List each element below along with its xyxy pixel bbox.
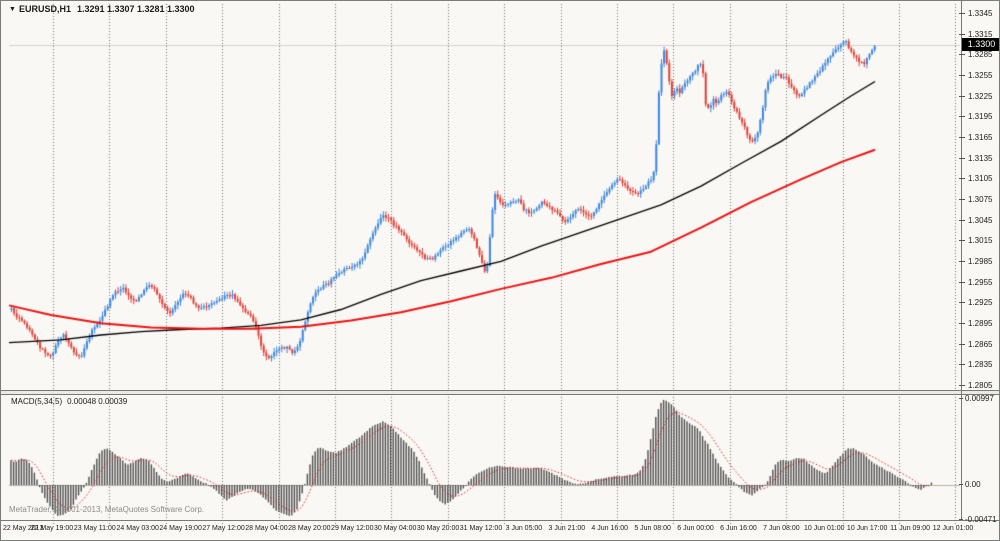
time-axis-label: 7 Jun 08:00 bbox=[763, 525, 800, 532]
macd-axis-label: -0.00471 bbox=[959, 515, 997, 524]
price-axis-label: 1.3195 bbox=[958, 112, 993, 122]
price-axis-label: 1.3075 bbox=[958, 195, 993, 204]
price-axis-separator bbox=[961, 1, 962, 520]
macd-values: 0.00048 0.00039 bbox=[67, 397, 128, 406]
price-axis-label: 1.2835 bbox=[958, 360, 993, 370]
time-axis-label: 28 May 04:00 bbox=[245, 525, 288, 532]
time-axis-label: 3 Jun 21:00 bbox=[548, 525, 586, 532]
price-axis-label: 1.2865 bbox=[958, 339, 993, 349]
time-axis-label: 10 Jun 01:00 bbox=[804, 525, 845, 532]
price-axis-label: 1.3165 bbox=[958, 133, 993, 142]
time-axis-label: 12 Jun 01:00 bbox=[932, 525, 974, 532]
chart-title: ▼ EURUSD,H1 1.3291 1.3307 1.3281 1.3300 bbox=[9, 4, 195, 14]
price-axis-label: 1.2925 bbox=[958, 298, 993, 308]
price-axis-label: 1.3345 bbox=[958, 9, 993, 18]
price-axis-label: 1.2955 bbox=[958, 277, 993, 287]
time-axis-label: 24 May 03:00 bbox=[116, 525, 159, 532]
price-axis-label: 1.2985 bbox=[958, 257, 993, 266]
price-axis-label: 1.3225 bbox=[958, 91, 993, 101]
time-axis-label: 6 Jun 00:00 bbox=[677, 525, 714, 532]
time-axis-label: 22 May 19:00 bbox=[30, 525, 74, 532]
panel-separator[interactable] bbox=[1, 390, 999, 395]
time-axis-label: 27 May 12:00 bbox=[202, 525, 245, 532]
symbol-triangle-icon: ▼ bbox=[9, 6, 16, 13]
time-axis-label: 5 Jun 08:00 bbox=[634, 525, 671, 532]
macd-axis-label: 0.00997 bbox=[959, 394, 994, 403]
macd-name: MACD(5,34,5) bbox=[11, 397, 63, 406]
price-axis-label: 1.3105 bbox=[958, 174, 993, 184]
copyright-text: MetaTrader, © 2001-2013, MetaQuotes Soft… bbox=[9, 505, 205, 514]
price-axis-label: 1.3015 bbox=[958, 236, 993, 246]
time-axis-label: 10 Jun 17:00 bbox=[846, 525, 888, 532]
time-axis-label: 23 May 11:00 bbox=[73, 525, 116, 532]
time-axis-label: 30 May 04:00 bbox=[373, 525, 417, 532]
time-axis-label: 24 May 19:00 bbox=[159, 525, 202, 532]
time-axis-label: 6 Jun 16:00 bbox=[720, 525, 757, 532]
time-axis-label: 22 May 2013 bbox=[3, 525, 44, 532]
chart-ohlc-values: 1.3291 1.3307 1.3281 1.3300 bbox=[76, 4, 195, 14]
time-axis-label: 31 May 12:00 bbox=[459, 525, 503, 532]
time-axis-label: 11 Jun 09:00 bbox=[890, 525, 931, 532]
price-axis-label: 1.3285 bbox=[958, 50, 993, 60]
current-price-box: 1.3300 bbox=[962, 38, 999, 51]
time-axis-label: 28 May 20:00 bbox=[288, 525, 331, 532]
chart-symbol-period: EURUSD,H1 bbox=[18, 4, 71, 14]
time-axis-separator bbox=[1, 520, 999, 521]
price-axis-label: 1.2805 bbox=[958, 381, 993, 390]
time-axis-label: 29 May 12:00 bbox=[331, 525, 374, 532]
price-axis-label: 1.2895 bbox=[958, 319, 993, 328]
time-axis-label: 3 Jun 05:00 bbox=[505, 525, 543, 532]
price-axis-label: 1.3255 bbox=[958, 71, 993, 80]
price-axis-label: 1.3045 bbox=[958, 215, 993, 225]
price-axis-label: 1.3315 bbox=[958, 29, 993, 39]
time-axis-label: 30 May 20:00 bbox=[416, 525, 460, 532]
price-axis-label: 1.3135 bbox=[958, 153, 993, 163]
macd-indicator-label: MACD(5,34,5) 0.00048 0.00039 bbox=[11, 397, 127, 406]
macd-axis-label: 0.00 bbox=[959, 480, 981, 489]
time-axis-label: 4 Jun 16:00 bbox=[591, 525, 629, 532]
